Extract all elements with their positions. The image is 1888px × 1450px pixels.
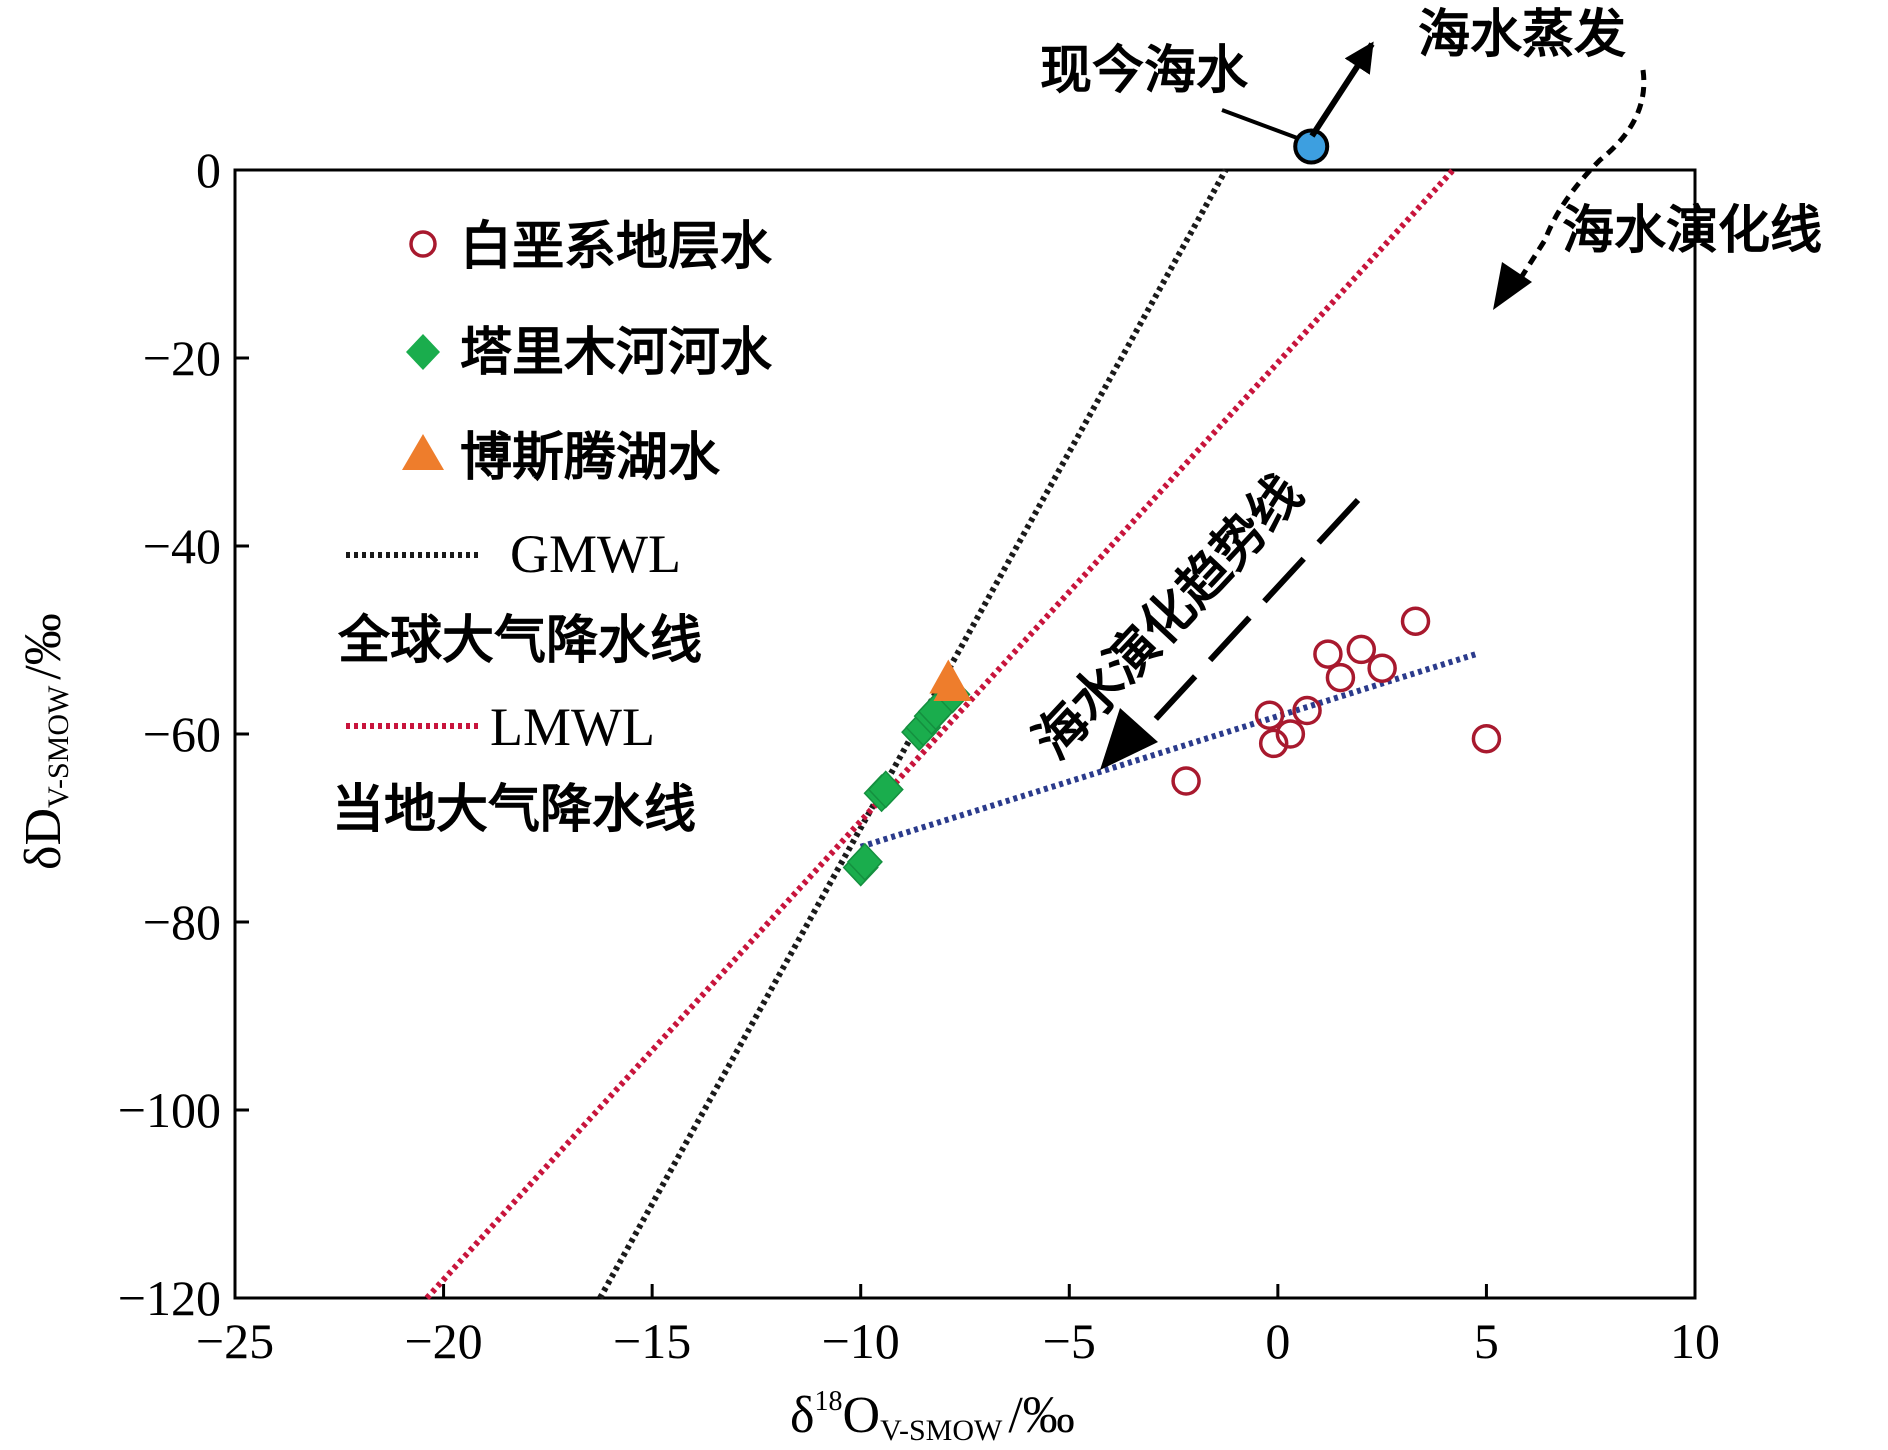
x-tick-label: 0 <box>1265 1313 1290 1369</box>
strata-water-point <box>1400 606 1431 636</box>
legend-label-lake-water: 博斯腾湖水 <box>460 427 721 488</box>
legend-marker-diamond <box>406 334 440 370</box>
strata-water-point <box>1275 719 1306 749</box>
evolution-line-label: 海水演化线 <box>1562 200 1822 261</box>
y-tick-label: −80 <box>143 894 221 950</box>
evaporation-label: 海水蒸发 <box>1418 4 1626 65</box>
strata-water-point <box>1367 653 1397 683</box>
x-tick-label: 5 <box>1474 1313 1499 1369</box>
strata-water-point <box>1254 700 1285 730</box>
strata-water-point <box>1471 723 1502 754</box>
river-water-point <box>867 770 904 809</box>
x-axis-title-unit: /‰ <box>1008 1387 1074 1444</box>
x-tick-label: −25 <box>196 1313 274 1369</box>
evaporation-arrow <box>1309 41 1375 138</box>
y-tick-label: 0 <box>196 142 221 198</box>
y-axis-title-main: δD <box>15 808 72 870</box>
legend-label-river-water: 塔里木河河水 <box>460 322 773 383</box>
x-axis-title-main: O <box>843 1387 881 1444</box>
y-tick-label: −20 <box>143 330 221 386</box>
gmwl-line <box>597 168 1229 1300</box>
x-tick-label: 10 <box>1670 1313 1720 1369</box>
x-tick-label: −5 <box>1043 1313 1096 1369</box>
strata-water-point <box>1325 662 1356 693</box>
legend-marker-triangle <box>402 434 444 470</box>
y-tick-label: −100 <box>118 1082 221 1138</box>
lake-water-point <box>933 667 972 701</box>
legend-desc-lmwl: 当地大气降水线 <box>332 779 696 840</box>
y-axis-title-unit: /‰ <box>15 613 72 679</box>
seawater-label: 现今海水 <box>1040 40 1249 101</box>
legend-marker-open-circle <box>409 230 437 258</box>
y-axis-title-sub: V-SMOW <box>42 685 75 808</box>
lmwl-line <box>424 167 1456 1301</box>
y-axis-title: δDV-SMOW /‰ <box>15 613 75 870</box>
x-axis: −25 −20 −15 −10 −5 0 5 10 <box>196 1284 1720 1369</box>
data-points <box>842 606 1502 887</box>
y-tick-label: −120 <box>118 1270 221 1326</box>
trend-fit-line <box>859 651 1477 850</box>
trend-dashed-arrow <box>1137 497 1361 739</box>
legend-label-lmwl: LMWL <box>490 697 655 757</box>
strata-water-point <box>1346 634 1377 665</box>
legend-label-gmwl: GMWL <box>510 524 681 584</box>
x-axis-title-symbol: δ <box>790 1387 815 1444</box>
x-tick-label: −20 <box>404 1313 482 1369</box>
x-tick-label: −10 <box>822 1313 900 1369</box>
annotations: 现今海水 海水蒸发 海水演化线 海水演化趋势线 <box>1022 4 1822 771</box>
trend-arrowhead <box>1100 708 1158 770</box>
river-water-point <box>846 842 883 881</box>
strata-water-point <box>1258 728 1289 759</box>
x-axis-title: δ18OV-SMOW/‰ <box>790 1386 1075 1447</box>
legend-label-strata-water: 白垩系地层水 <box>460 216 773 277</box>
x-tick-label: −15 <box>613 1313 691 1369</box>
x-axis-title-sup: 18 <box>815 1386 843 1417</box>
y-tick-label: −60 <box>143 706 221 762</box>
seawater-point <box>1293 128 1330 165</box>
strata-water-point <box>1171 766 1201 796</box>
legend-desc-gmwl: 全球大气降水线 <box>337 610 702 671</box>
evolution-arrowhead <box>1493 262 1532 310</box>
legend: 白垩系地层水 塔里木河河水 博斯腾湖水 GMWL 全球大气降水线 LMWL 当地… <box>332 216 773 840</box>
seawater-leader-line <box>1221 108 1309 144</box>
trend-line-label: 海水演化趋势线 <box>1022 463 1315 771</box>
y-axis: 0 −20 −40 −60 −80 −100 −120 <box>118 142 249 1326</box>
y-tick-label: −40 <box>143 518 221 574</box>
evolution-curve-arrow <box>1507 69 1647 297</box>
strata-water-point <box>1292 695 1322 726</box>
x-axis-title-sub: V-SMOW <box>880 1414 1003 1447</box>
fit-lines <box>424 167 1477 1301</box>
strata-water-point <box>1313 639 1343 669</box>
